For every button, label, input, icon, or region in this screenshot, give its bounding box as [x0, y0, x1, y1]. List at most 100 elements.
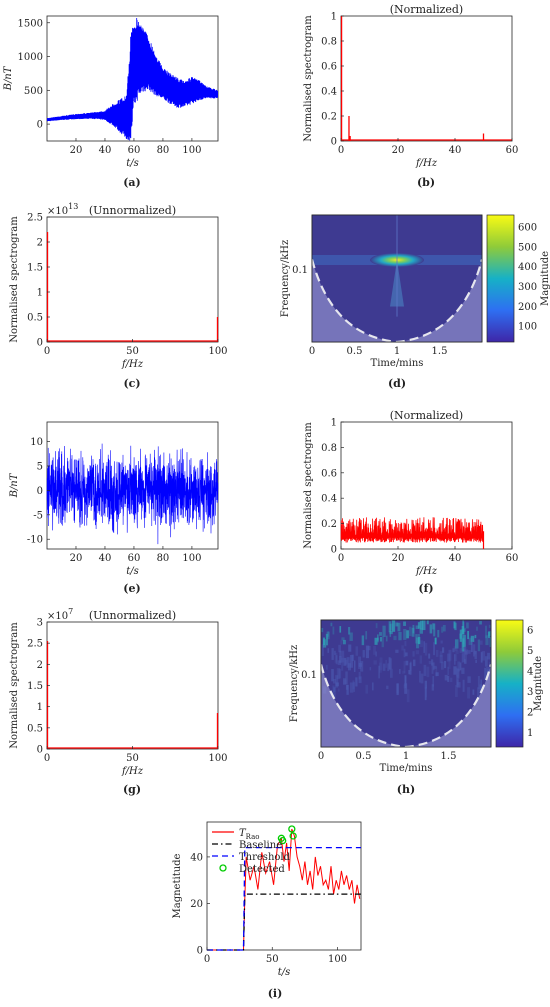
heatmap-cell [365, 684, 369, 694]
axes-box [320, 619, 492, 748]
y-axis-label: B/nT [3, 65, 14, 91]
heatmap-cell [343, 679, 347, 685]
legend-label: TRao [239, 828, 260, 841]
heatmap-cell [334, 650, 336, 655]
heatmap-cell [457, 682, 461, 688]
heatmap-cell [358, 676, 362, 684]
heatmap-cell [472, 689, 475, 695]
y-tick-label: 0 [331, 545, 337, 556]
y-tick-label: 1 [331, 418, 337, 429]
x-tick-label: 1 [394, 346, 400, 357]
heatmap-cell [353, 660, 356, 672]
heatmap-cell [381, 636, 384, 648]
heatmap-cell [487, 652, 491, 660]
heatmap-cell [435, 637, 437, 645]
heatmap-cell [335, 655, 338, 665]
x-tick-label: 0 [318, 751, 324, 762]
heatmap-cell [418, 670, 421, 683]
y-tick-label: 0.2 [321, 112, 337, 123]
heatmap-cell [379, 632, 382, 636]
heatmap-cell [373, 660, 377, 665]
heatmap-cell [345, 659, 348, 665]
heatmap-cell [341, 637, 345, 641]
heatmap-cell [365, 645, 370, 659]
heatmap-cell [339, 626, 342, 633]
legend-sub: Rao [246, 833, 260, 841]
y-tick-label: 1.5 [27, 681, 43, 692]
heatmap-cell [385, 635, 388, 642]
heatmap-cell [369, 667, 372, 671]
y-tick-label: 500 [24, 86, 43, 97]
heatmap-cell [439, 655, 443, 664]
heatmap-cell [403, 629, 407, 640]
heatmap-cell [415, 634, 418, 644]
heatmap-cell [393, 635, 397, 641]
axes-box [46, 216, 219, 343]
heatmap-cell [454, 646, 458, 652]
y-tick-label: 0.5 [27, 313, 43, 324]
heatmap-cell [474, 651, 477, 660]
colorbar-tick-label: 400 [518, 262, 537, 273]
legend-label: Detected [239, 864, 285, 875]
x-tick-label: 40 [449, 553, 462, 564]
cone-of-influence [312, 259, 482, 342]
heatmap-cell [349, 654, 354, 668]
y-axis-label: Normalised spectrogram [303, 15, 314, 142]
heatmap-cell [379, 637, 382, 642]
x-tick-label: 0 [44, 346, 50, 357]
x-tick-label: 20 [70, 553, 83, 564]
x-tick-label: 1.5 [432, 346, 448, 357]
x-tick-label: 60 [128, 553, 141, 564]
colorbar-tick-label: 500 [518, 242, 537, 253]
x-tick-label: 0.5 [347, 346, 363, 357]
heatmap-cell [391, 620, 396, 632]
heatmap-cell [420, 673, 424, 684]
heatmap-cell [321, 628, 324, 633]
heatmap-cell [413, 659, 416, 667]
heatmap-cell [365, 631, 368, 640]
heatmap-cell [426, 666, 430, 678]
colorbar-tick-label: 3 [527, 687, 533, 698]
heatmap-cell [466, 622, 469, 629]
heatmap-cell [433, 665, 437, 669]
heatmap-cell [462, 620, 465, 632]
heatmap-cell [461, 625, 465, 635]
heatmap-cell [467, 650, 471, 654]
heatmap-cell [448, 649, 452, 661]
heatmap-cell [464, 649, 469, 655]
heatmap-cell [431, 662, 434, 674]
heatmap-cell [462, 679, 465, 692]
heatmap-cell [428, 660, 432, 665]
heatmap-cell [417, 637, 421, 645]
heatmap-cell [408, 626, 412, 637]
heatmap-cell [408, 669, 410, 675]
heatmap-cell [477, 639, 481, 652]
heatmap-cell [455, 667, 459, 677]
y-exponent-power: 7 [68, 607, 73, 616]
heatmap-cell [405, 660, 409, 666]
y-tick-label: 0 [37, 745, 43, 756]
y-tick-label: 0.4 [321, 494, 337, 505]
heatmap-cell [464, 650, 467, 664]
x-tick-label: 40 [99, 145, 112, 156]
heatmap-cell [488, 624, 491, 628]
y-tick-label: 1000 [18, 52, 43, 63]
heatmap-cell [419, 620, 424, 630]
heatmap-cell [406, 689, 410, 703]
axes-box [340, 421, 513, 550]
heatmap-cell [346, 657, 350, 668]
heatmap-cell [367, 645, 371, 651]
heatmap-cell [419, 640, 423, 648]
colorbar-tick-label: 6 [527, 626, 533, 637]
y-tick-label: 2 [37, 238, 43, 249]
panel-c: 0 50 100 0 0.5 1 1.5 2 2.5 f/Hz Normalised spectro… [9, 202, 228, 370]
heatmap-cell [452, 648, 455, 653]
heatmap-cell [464, 659, 466, 664]
heatmap-cell [333, 687, 336, 693]
heatmap-cell [423, 641, 426, 653]
heatmap-cell [444, 660, 447, 669]
heatmap-cell [388, 621, 392, 633]
heatmap-cell [419, 628, 423, 634]
heatmap-cell [377, 634, 379, 641]
